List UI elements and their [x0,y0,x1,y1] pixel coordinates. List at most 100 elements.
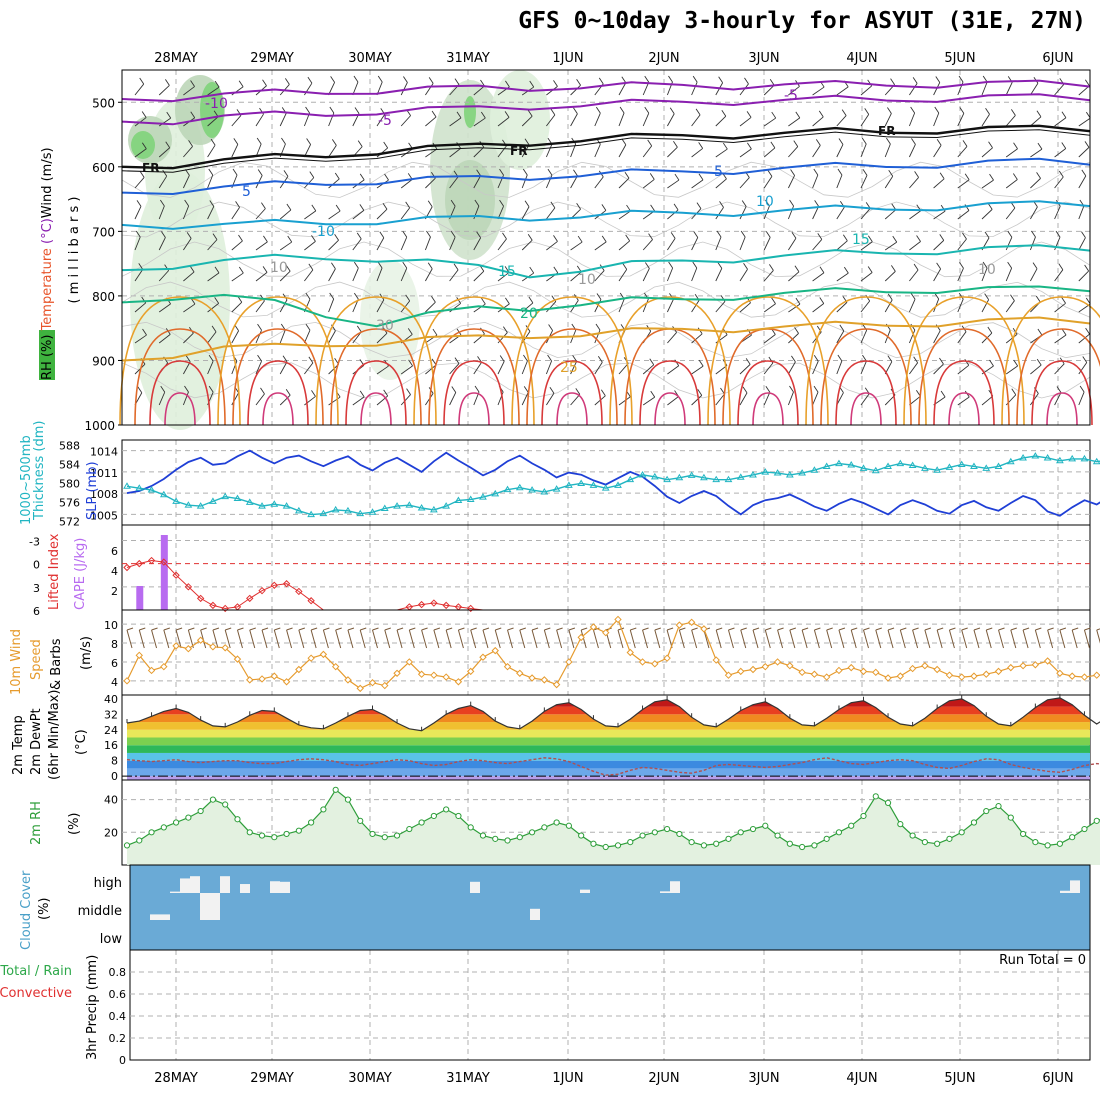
wind-barb [812,145,821,158]
wind10-barb [187,629,194,649]
wind-barb [642,268,650,282]
wind-barb-flag [456,297,462,304]
wind-barb-flag [233,138,239,145]
thickness-marker [429,505,438,513]
wind-barb [183,238,192,251]
wind-barb-flag [958,75,964,83]
wind-ylabel: (m/s) [79,636,94,670]
wind-barb-flag [795,111,801,119]
wind-barb [909,362,919,375]
wind-barb [376,395,388,406]
wind-barb-flag [789,385,794,393]
cloud-tick-label: high [94,876,122,891]
wind-barb [425,268,433,282]
wind-barb-flag [887,293,893,301]
wind-speed-marker [700,625,708,633]
wind-speed-marker [786,662,794,670]
ylabel-part: Wind [40,186,55,219]
thickness-marker [736,473,745,480]
wind-barb [691,81,698,96]
thickness-marker [700,473,708,481]
wind-barb-flag [668,261,673,269]
upper-panel-frame [121,69,1091,426]
wind10-barb [335,629,342,649]
wind-barb [400,207,411,220]
wind-barb [957,396,970,406]
wind-barb-flag [670,232,676,239]
wind-barb-flag [505,297,510,305]
pressure-tick-label: 900 [92,354,115,368]
precip-tick-label: 0.2 [109,1032,127,1045]
wind-barb [183,271,195,282]
rh-marker [406,825,413,833]
contour-label: 10 [578,272,596,288]
rh-marker [148,829,155,836]
wind10-barb-flag [826,627,833,631]
wind-barb-flag [962,140,968,147]
thickness-marker [356,509,365,517]
wind-barb-flag [890,78,895,85]
wind-barb [884,299,893,313]
wind10-barb [838,629,845,649]
li-marker [307,597,315,605]
rh-marker [774,832,781,839]
wind-barb-flag [716,230,722,238]
contour-label: -10 [205,96,228,112]
wind-barb [1078,391,1085,406]
wind-speed-marker [945,671,954,679]
wind10-barb [936,629,943,649]
wind-barb-flag [644,106,650,114]
contour-label: 5 [242,184,251,200]
wind-barb-flag [209,200,215,207]
rh-marker [418,819,425,826]
wind-barb [836,360,843,375]
wind-barb [231,392,240,406]
warm-contour [217,296,339,426]
wind10-barb-flag [949,627,956,631]
wind-barb [860,393,870,406]
wind-speed-marker [933,665,941,674]
wind-barb-flag [480,79,485,87]
li-marker [430,599,438,607]
wind-barb-flag [913,356,919,363]
wind-barb-flag [673,140,678,148]
wind-barb [739,268,748,282]
wind-barb [449,363,460,375]
wind-barb [1054,302,1066,313]
thickness-marker [540,487,549,495]
wind-barb-flag [744,77,749,85]
wind-barb-flag [284,78,290,85]
thickness-marker [552,485,561,492]
wind-barb-flag [208,385,214,393]
wind-barb [981,179,994,189]
warm-contour [820,328,912,426]
wind10-barb-flag [666,627,674,631]
chart-title: GFS 0~10day 3-hourly for ASYUT (31E, 27N… [518,8,1086,34]
wind-barb-flag [911,138,916,145]
wind10-barb [948,629,955,649]
rh-marker [295,827,302,834]
wind-barb-flag [940,390,946,398]
wind-speed-marker [479,653,487,661]
wind-barb [207,239,218,251]
wind10-barb [826,629,833,649]
wind-barb-flag [305,323,311,331]
wind-barb [618,210,631,220]
wind-barb [497,361,505,375]
wind-barb-flag [165,141,171,149]
wind-barb [546,207,556,220]
wind-speed-marker [528,674,536,682]
rh-marker [455,812,462,820]
wind-barb [763,334,776,344]
temperature-contour [121,79,1091,103]
wind-barb-flag [913,263,919,271]
wind-barb [909,210,922,220]
precip-ylabel-total: Total / Rain [0,964,72,979]
wind-barb-flag [335,204,341,212]
wind-barb [957,238,967,251]
wind-barb [134,177,145,189]
wind-speed-marker [872,668,880,677]
wind10-barb [273,629,280,649]
pressure-tick-label: 1000 [84,419,115,433]
thickness-marker [417,504,426,511]
